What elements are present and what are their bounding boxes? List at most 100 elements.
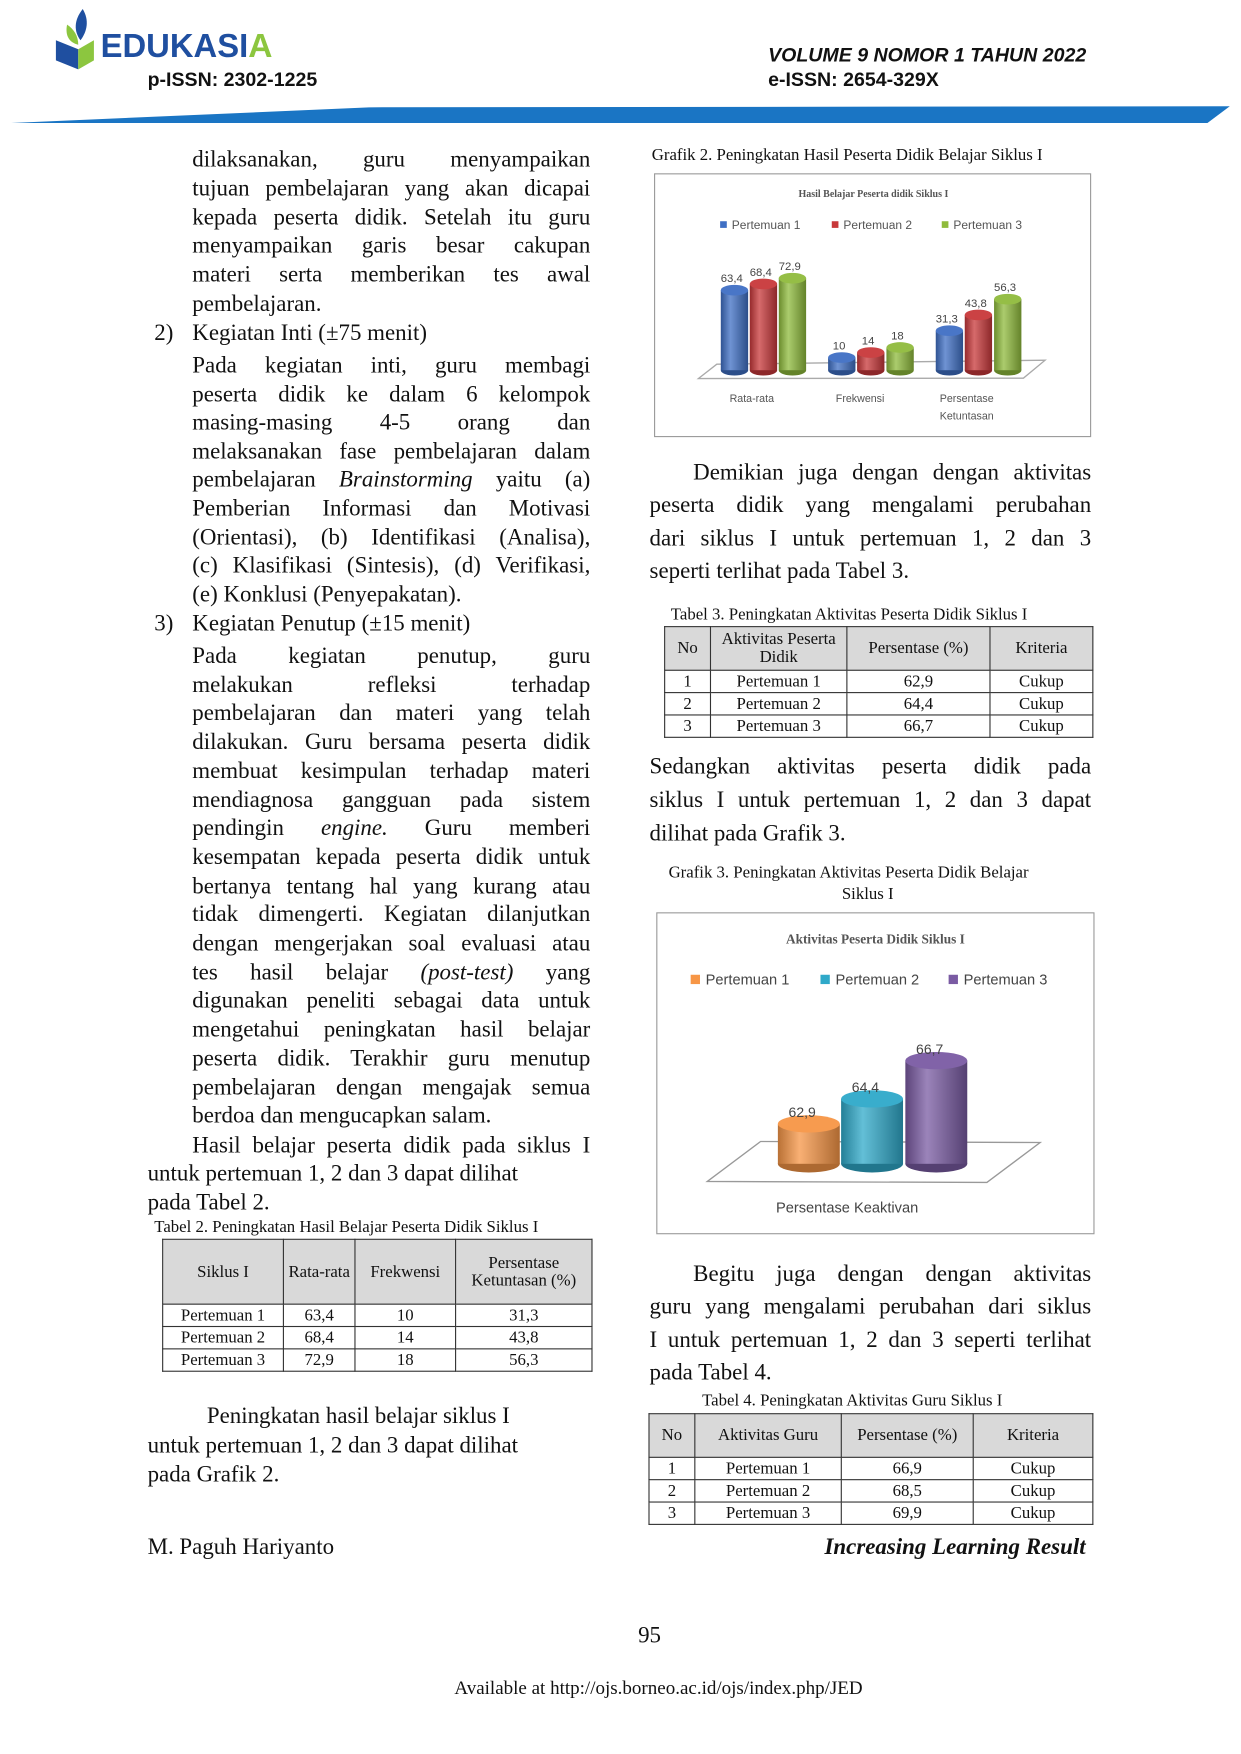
table-cell: Pertemuan 1 <box>162 1303 284 1328</box>
legend-label: Pertemuan 3 <box>964 973 1048 989</box>
text-segment: yaitu (a) <box>472 467 591 493</box>
table-row: Pertemuan 3 72,9 18 56,3 <box>162 1348 593 1372</box>
bar <box>749 283 778 371</box>
paragraph-line: masing-masing 4-5 orang dan <box>192 410 591 436</box>
data-label: 68,4 <box>750 267 772 279</box>
table4-header: Persentase (%) <box>840 1413 974 1458</box>
bar <box>994 299 1022 371</box>
list-item-title: Kegiatan Penutup (±15 menit) <box>192 611 471 637</box>
table2: Siklus I Rata-rata Frekwensi Persentase … <box>162 1238 593 1372</box>
table2-header: Siklus I <box>162 1238 284 1305</box>
svg-text:A: A <box>248 28 272 65</box>
bar-top <box>935 325 964 337</box>
table-cell: 72,9 <box>282 1348 356 1372</box>
legend-swatch <box>941 221 949 228</box>
text-segment: pembelajaran <box>192 467 339 493</box>
paragraph-line: berdoa dan mengucapkan salam. <box>192 1103 492 1129</box>
table-cell: 69,9 <box>840 1501 974 1525</box>
table-cell: 62,9 <box>846 669 991 694</box>
bar <box>778 278 807 371</box>
paragraph-line: tujuan pembelajaran yang akan dicapai <box>192 176 591 202</box>
volume-issue: VOLUME 9 NOMOR 1 TAHUN 2022 <box>768 43 1087 66</box>
page-number: 95 <box>638 1623 662 1648</box>
paragraph-line: kesempatan kepada peserta didik untuk <box>192 845 591 870</box>
table-cell: 2 <box>648 1479 696 1503</box>
table-cell: 68,5 <box>840 1479 974 1503</box>
table4-header: Aktivitas Guru <box>694 1413 842 1458</box>
table-cell: 14 <box>354 1325 457 1350</box>
bar-top <box>964 309 993 321</box>
legend-label: Pertemuan 3 <box>953 218 1022 232</box>
text-segment: yang <box>513 960 591 985</box>
bar-top <box>720 284 749 296</box>
paragraph-line: mengetahui peningkatan hasil belajar <box>192 1017 591 1043</box>
table3-caption: Tabel 3. Peningkatan Aktivitas Peserta D… <box>670 605 1028 624</box>
paragraph-line: (c) Klasifikasi (Sintesis), (d) Verifika… <box>192 553 591 579</box>
category-label: Ketuntasan <box>940 411 994 423</box>
paragraph-line: Pemberian Informasi dan Motivasi <box>192 496 591 521</box>
bar-top <box>777 1115 840 1133</box>
table-cell: Pertemuan 2 <box>709 692 848 716</box>
data-label: 66,7 <box>916 1041 943 1057</box>
table2-header: Persentase Ketuntasan (%) <box>455 1238 593 1305</box>
data-label: 31,3 <box>936 314 958 326</box>
data-label: 64,4 <box>852 1079 879 1095</box>
table-cell: Pertemuan 3 <box>694 1501 842 1525</box>
paragraph-line: I untuk pertemuan 1, 2 dan 3 seperti ter… <box>649 1327 1092 1353</box>
paragraph-line: dilakukan. Guru bersama peserta didik <box>192 730 591 755</box>
data-label: 72,9 <box>779 261 801 273</box>
available-at-link[interactable]: Available at http://ojs.borneo.ac.id/ojs… <box>454 1677 863 1699</box>
table-row: 3 Pertemuan 3 66,7 Cukup <box>664 714 1094 738</box>
list-number: 3) <box>154 611 174 637</box>
table-cell: Cukup <box>972 1501 1094 1525</box>
table-cell: Pertemuan 2 <box>162 1325 284 1350</box>
bar <box>720 290 749 371</box>
italic-term: (post-test) <box>420 960 514 985</box>
italic-term: engine. <box>320 816 388 841</box>
paragraph-line: pada Tabel 2. <box>147 1190 270 1216</box>
data-label: 62,9 <box>789 1104 816 1120</box>
bar <box>905 1060 968 1164</box>
table-cell: Pertemuan 1 <box>694 1456 842 1481</box>
legend-label: Pertemuan 2 <box>835 973 919 989</box>
table2-header: Rata-rata <box>282 1238 356 1305</box>
bar-top <box>749 278 778 290</box>
paragraph-line: Demikian juga dengan dengan aktivitas <box>693 460 1092 486</box>
list-number: 2) <box>154 320 174 346</box>
table-row: Pertemuan 1 63,4 10 31,3 <box>162 1303 593 1328</box>
table-cell: Pertemuan 3 <box>162 1348 284 1372</box>
table-cell: Cukup <box>972 1456 1094 1481</box>
category-label: Persentase Keaktivan <box>776 1200 918 1216</box>
paragraph-line: Sedangkan aktivitas peserta didik pada <box>649 754 1092 780</box>
header-rule <box>11 106 1230 123</box>
paragraph-line: Peningkatan hasil belajar siklus I <box>206 1404 510 1429</box>
list-item-title: Kegiatan Inti (±75 menit) <box>192 320 428 346</box>
table-cell: 63,4 <box>282 1303 356 1328</box>
paragraph-line: Pada kegiatan inti, guru membagi <box>192 353 591 378</box>
grafik3-chart: Aktivitas Peserta Didik Siklus I Pertemua… <box>656 912 1095 1235</box>
bar-top <box>857 347 885 358</box>
paragraph-line: pada Grafik 2. <box>147 1462 280 1487</box>
legend-label: Pertemuan 1 <box>732 218 801 232</box>
table-cell: 66,9 <box>840 1456 974 1481</box>
grafik3-caption-line2: Siklus I <box>841 885 894 904</box>
paragraph-line: mendiagnosa gangguan pada sistem <box>192 787 591 813</box>
legend-swatch <box>820 974 830 985</box>
table-cell: Cukup <box>989 714 1094 738</box>
bar-top <box>828 352 856 363</box>
paragraph-line: guru yang mengalami perubahan dari siklu… <box>649 1294 1092 1320</box>
paragraph-line: dilihat pada Grafik 3. <box>649 821 846 847</box>
legend-swatch <box>720 221 727 228</box>
p-issn: p-ISSN: 2302-1225 <box>147 68 318 91</box>
legend-label: Pertemuan 2 <box>843 218 912 232</box>
data-label: 14 <box>862 336 875 348</box>
table-cell: 10 <box>354 1303 457 1328</box>
running-title: Increasing Learning Result <box>824 1535 1086 1560</box>
table3-header: Aktivitas Peserta Didik <box>709 626 848 671</box>
table3: No Aktivitas Peserta Didik Persentase (%) K… <box>664 626 1094 738</box>
chart-title: Hasil Belajar Peserta didik Siklus I <box>798 189 948 200</box>
table-cell: 68,4 <box>282 1325 356 1350</box>
table-cell: Pertemuan 2 <box>694 1479 842 1503</box>
table-row: 1 Pertemuan 1 62,9 Cukup <box>664 669 1094 694</box>
